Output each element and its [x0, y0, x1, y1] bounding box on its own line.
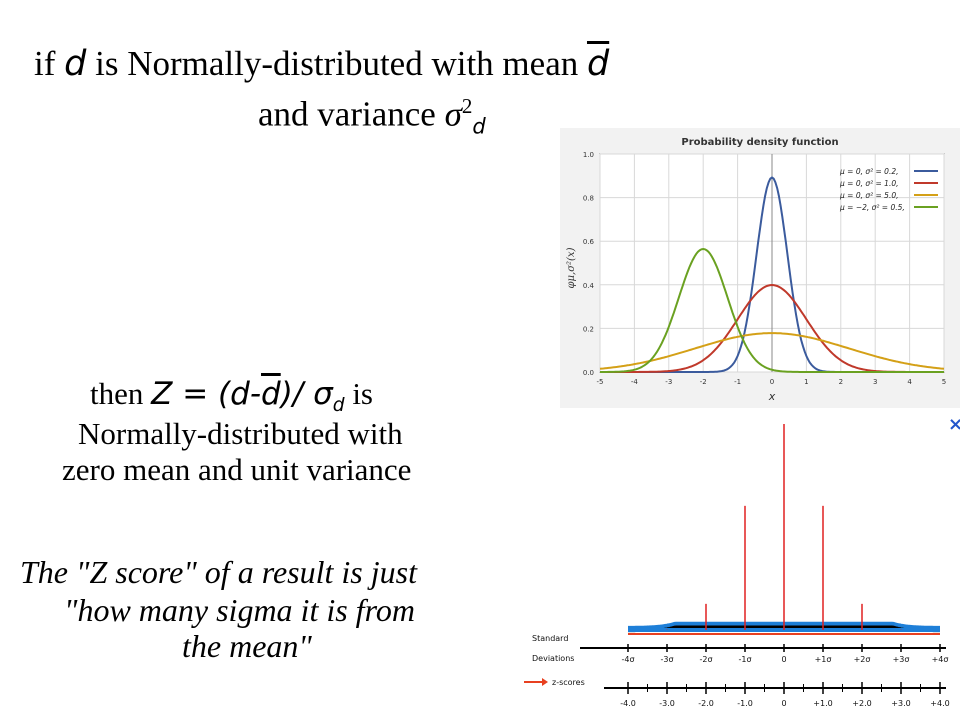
pdf-xtick-label: 2 [839, 378, 843, 386]
pdf-ylabel: φμ,σ²(x) [566, 247, 577, 288]
pdf-ytick-label: 0.6 [583, 238, 595, 246]
zscore-tick-label: -2.0 [698, 699, 714, 708]
zscore-line-3: the mean" [182, 628, 312, 664]
pdf-grid [599, 153, 945, 373]
pdf-ytick-label: 0.0 [583, 369, 594, 377]
pdf-chart-title: Probability density function [681, 137, 838, 148]
pdf-xtick-label: 3 [873, 378, 877, 386]
pdf-xtick-label: 1 [804, 378, 808, 386]
zscore-tick-label: +3.0 [891, 699, 910, 708]
pdf-legend-label: μ = −2, σ² = 0.5, [839, 203, 905, 212]
zscore-line-2: "how many sigma it is from [64, 592, 415, 628]
zscore-tick-label: -4.0 [620, 699, 636, 708]
pdf-legend-label: μ = 0, σ² = 1.0, [839, 179, 899, 188]
pdf-legend: μ = 0, σ² = 0.2, μ = 0, σ² = 1.0, μ = 0, σ… [839, 167, 938, 212]
pdf-ticks: -5 -4 -3 -2 -1 0 1 2 3 4 5 0.0 0.2 0.4 0.6 0.8 1.0 [583, 151, 946, 386]
sd-tick-label: -1σ [738, 655, 751, 664]
formula-sub-d: d [332, 395, 345, 417]
sd-tick-label: -2σ [699, 655, 712, 664]
text-then: then [90, 376, 152, 411]
sd-tick-label: +2σ [854, 655, 871, 664]
pdf-ytick-label: 0.2 [583, 325, 594, 333]
sigma-area [628, 424, 940, 635]
pdf-series-line [599, 332, 945, 370]
var-d: d [64, 44, 87, 84]
pdf-chart-panel: Probability density function -5 -4 -3 -2 -1 0… [560, 128, 960, 408]
var-d-bar: d [586, 44, 610, 84]
zscore-tick-label: +1.0 [813, 699, 832, 708]
zscore-tick-label: +2.0 [852, 699, 871, 708]
pdf-xtick-label: 0 [770, 378, 774, 386]
then-line-1: then Z = (d-d)/ σd is [90, 376, 373, 416]
sigma-chart: Standard Deviations -4σ -3σ -2σ -1σ 0 +1σ +2σ +3σ… [524, 414, 960, 708]
pdf-xtick-label: -5 [597, 378, 604, 386]
text-if: if [34, 44, 65, 83]
pdf-curves [599, 176, 945, 373]
sd-tick-label: 0 [781, 655, 786, 664]
formula-z-part2: )/ σ [280, 376, 333, 412]
zscore-tick-label: 0 [781, 699, 786, 708]
heading-line-2: and variance σ2d [258, 94, 486, 139]
then-line-2: Normally-distributed with [78, 416, 403, 451]
sd-tick-label: +3σ [893, 655, 910, 664]
then-line-3: zero mean and unit variance [62, 452, 412, 487]
heading-line-1: if d is Normally-distributed with mean d [34, 44, 609, 84]
zscore-tick-label: -1.0 [737, 699, 753, 708]
pdf-xtick-label: -2 [700, 378, 707, 386]
pdf-legend-label: μ = 0, σ² = 0.2, [839, 167, 899, 176]
sd-tick-label: +4σ [932, 655, 949, 664]
pdf-xtick-label: -3 [665, 378, 672, 386]
sd-label-line1: Standard [532, 634, 568, 643]
formula-z-part1: Z = (d- [151, 376, 262, 412]
zscore-line-1: The "Z score" of a result is just [20, 554, 417, 590]
pdf-xtick-label: 4 [907, 378, 912, 386]
var-sigma: σ [444, 94, 462, 134]
sd-tick-label: -4σ [621, 655, 634, 664]
close-icon[interactable]: × [948, 414, 960, 435]
formula-d-bar: d [261, 376, 281, 412]
text-normal-mean: is Normally-distributed with mean [86, 44, 587, 83]
pdf-xlabel: x [768, 390, 776, 403]
text-is: is [344, 376, 373, 411]
zscore-row-label: z-scores [552, 678, 585, 687]
zscore-tick-label: +4.0 [930, 699, 949, 708]
pdf-xtick-label: -1 [734, 378, 741, 386]
pdf-xtick-label: 5 [942, 378, 946, 386]
sd-tick-label: +1σ [815, 655, 832, 664]
pdf-xtick-label: -4 [631, 378, 639, 386]
var-sigma-sup: 2 [461, 94, 473, 118]
zscore-tick-label: -3.0 [659, 699, 675, 708]
sigma-chart-panel: Standard Deviations -4σ -3σ -2σ -1σ 0 +1σ +2σ +3σ… [520, 410, 960, 720]
pdf-ytick-label: 0.4 [583, 282, 595, 290]
pdf-ytick-label: 0.8 [583, 195, 594, 203]
sd-label-line2: Deviations [532, 654, 574, 663]
zscore-arrow-head-icon [542, 678, 548, 686]
pdf-chart: Probability density function -5 -4 -3 -2 -1 0… [566, 137, 946, 403]
sd-tick-label: -3σ [660, 655, 673, 664]
text-and-variance: and variance [258, 94, 445, 134]
sigma-axes: Standard Deviations -4σ -3σ -2σ -1σ 0 +1σ +2σ +3σ… [524, 634, 950, 708]
pdf-ytick-label: 1.0 [583, 151, 594, 159]
var-sigma-sub: d [472, 114, 486, 139]
pdf-series-line [600, 247, 944, 373]
pdf-legend-label: μ = 0, σ² = 5.0, [839, 191, 899, 200]
